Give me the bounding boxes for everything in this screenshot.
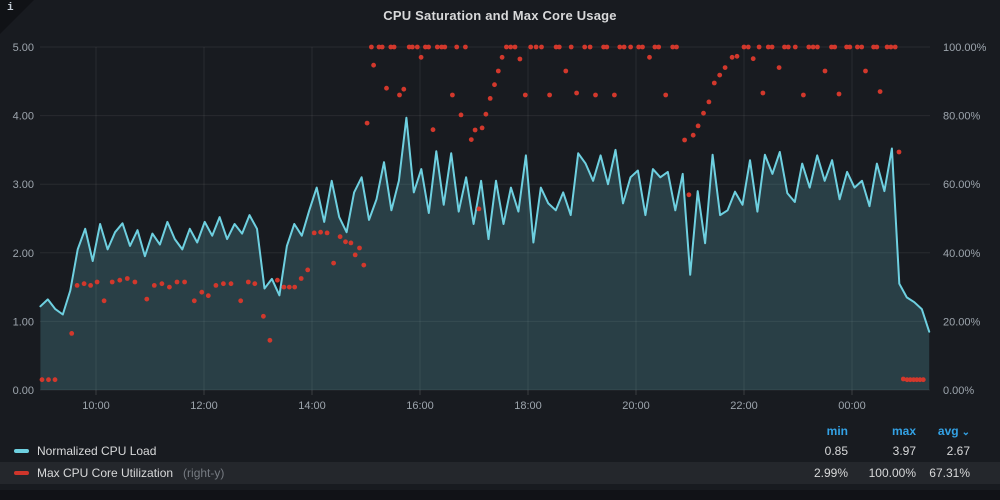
core-utilization-swatch-icon <box>14 471 29 475</box>
timeseries-chart[interactable]: 0.00 1.00 2.00 3.00 4.00 5.00 0.00% 20.00% 40.0… <box>0 0 1000 418</box>
svg-text:40.00%: 40.00% <box>943 248 981 260</box>
svg-text:3.00: 3.00 <box>13 179 34 191</box>
svg-text:80.00%: 80.00% <box>943 111 981 123</box>
svg-text:12:00: 12:00 <box>190 400 218 412</box>
svg-text:60.00%: 60.00% <box>943 179 981 191</box>
cpu-load-area-fill <box>40 117 930 390</box>
legend-row-cpu-load[interactable]: Normalized CPU Load 0.85 3.97 2.67 <box>14 440 970 462</box>
panel-title[interactable]: CPU Saturation and Max Core Usage <box>383 8 617 23</box>
page-background-strip <box>0 490 1000 500</box>
svg-text:20.00%: 20.00% <box>943 316 981 328</box>
legend: min max avg ⌄ Normalized CPU Load 0.85 3.… <box>0 418 1000 484</box>
cpu-load-avg: 2.67 <box>946 444 970 458</box>
legend-sort-avg[interactable]: avg ⌄ <box>937 424 970 438</box>
svg-text:0.00%: 0.00% <box>943 385 974 397</box>
svg-text:14:00: 14:00 <box>298 400 326 412</box>
svg-text:16:00: 16:00 <box>406 400 434 412</box>
svg-text:100.00%: 100.00% <box>943 42 987 54</box>
svg-text:2.00: 2.00 <box>13 248 34 260</box>
svg-text:0.00: 0.00 <box>13 385 34 397</box>
svg-text:4.00: 4.00 <box>13 111 34 123</box>
svg-text:10:00: 10:00 <box>82 400 110 412</box>
svg-text:18:00: 18:00 <box>514 400 542 412</box>
panel-info-corner[interactable]: i <box>0 0 34 34</box>
svg-text:00:00: 00:00 <box>838 400 866 412</box>
left-y-axis-labels: 0.00 1.00 2.00 3.00 4.00 5.00 <box>13 42 34 397</box>
info-icon: i <box>7 2 14 14</box>
svg-text:22:00: 22:00 <box>730 400 758 412</box>
series-label: Max CPU Core Utilization <box>37 466 174 480</box>
core-utilization-scatter-series <box>39 44 926 383</box>
cpu-load-swatch-icon <box>14 449 29 453</box>
x-axis-labels: 10:00 12:00 14:00 16:00 18:00 20:00 22:00 00:00 <box>82 400 866 412</box>
core-utilization-min: 2.99% <box>813 466 848 480</box>
cpu-load-min: 0.85 <box>824 444 848 458</box>
core-utilization-max: 100.00% <box>868 466 916 480</box>
chart-area[interactable]: 0.00 1.00 2.00 3.00 4.00 5.00 0.00% 20.00% 40.0… <box>0 0 1000 418</box>
right-y-axis-labels: 0.00% 20.00% 40.00% 60.00% 80.00% 100.00% <box>943 42 987 397</box>
series-label: Normalized CPU Load <box>37 444 157 458</box>
legend-header: min max avg ⌄ <box>14 422 970 440</box>
cpu-load-line-series <box>39 116 931 333</box>
svg-text:5.00: 5.00 <box>13 42 34 54</box>
legend-sort-max[interactable]: max <box>891 424 916 438</box>
svg-text:20:00: 20:00 <box>622 400 650 412</box>
cpu-load-max: 3.97 <box>892 444 916 458</box>
series-axis-hint: (right-y) <box>183 466 225 480</box>
legend-row-core-utilization[interactable]: Max CPU Core Utilization (right-y) 2.99%… <box>0 462 1000 484</box>
svg-text:1.00: 1.00 <box>13 316 34 328</box>
sort-chevron-down-icon: ⌄ <box>961 427 970 438</box>
legend-sort-min[interactable]: min <box>826 424 848 438</box>
core-utilization-avg: 67.31% <box>929 466 970 480</box>
